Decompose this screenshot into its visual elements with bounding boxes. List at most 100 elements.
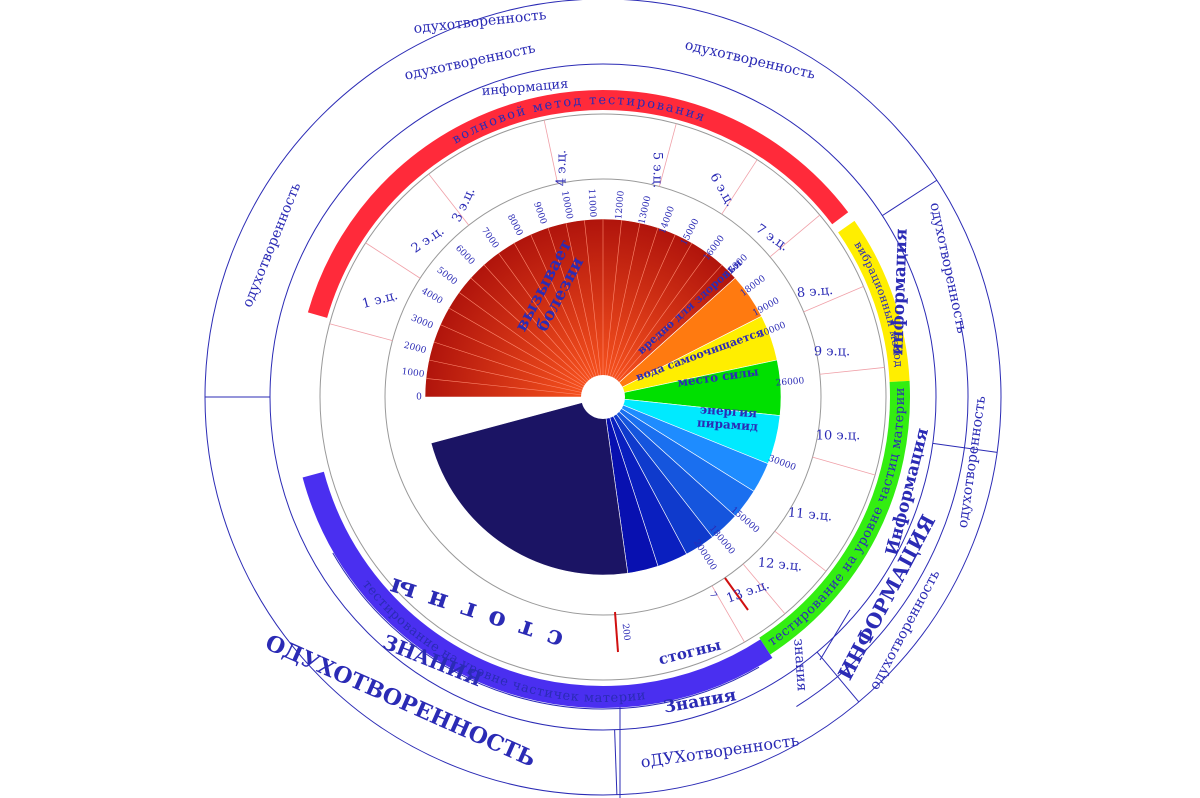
ray (428, 173, 470, 226)
ray (513, 242, 604, 398)
ray (602, 227, 659, 398)
era-label: 6 э.ц. (706, 171, 737, 210)
scale-label: 30000 (767, 454, 798, 473)
divider (819, 609, 851, 661)
ring (332, 552, 760, 710)
ray (448, 307, 604, 398)
era-label: 10 э.ц. (816, 429, 861, 444)
scale-label: 1000 (401, 367, 425, 380)
era-label: 4 э.ц. (555, 150, 570, 186)
scale-label: 2000 (403, 341, 428, 357)
ray (425, 378, 604, 398)
scale-label: 11000 (586, 188, 598, 217)
era-label: 9 э.ц. (814, 345, 850, 360)
scale-label: 12000 (614, 190, 627, 220)
ring (319, 113, 887, 681)
band-label-path: волновой метод тестирования (450, 92, 707, 147)
ray (819, 367, 885, 375)
divider (614, 729, 618, 795)
ray (498, 252, 604, 398)
era-label: 13 э.ц. (724, 577, 771, 606)
outer-label: одухотворенность (240, 180, 305, 310)
scale-label: 200 (620, 623, 632, 641)
ray (483, 264, 604, 398)
ray (428, 359, 604, 398)
ring (384, 178, 822, 616)
ray (365, 242, 421, 279)
scale-label: 13000 (637, 195, 653, 225)
ray (602, 222, 641, 398)
divider (882, 179, 938, 217)
ray (584, 219, 604, 398)
ray (742, 563, 786, 615)
scale-label: 6000 (453, 244, 476, 268)
center-hole (581, 375, 625, 419)
scale-label: 7 (707, 590, 719, 600)
era-label: 3 э.ц. (450, 185, 479, 224)
marker (724, 577, 749, 611)
ray (433, 341, 604, 398)
outer-label: одухотворенность (683, 37, 817, 83)
band (302, 471, 773, 708)
ray (602, 252, 708, 398)
ray (470, 277, 604, 398)
ray (602, 234, 676, 398)
ray (769, 214, 821, 258)
scale-label: 14000 (658, 205, 677, 236)
era-label: 2 э.ц. (409, 223, 447, 256)
ray (602, 219, 622, 398)
band-label: волновой метод тестирования (450, 92, 709, 147)
scale-label: 10000 (559, 190, 574, 220)
era-label: 8 э.ц. (796, 283, 833, 301)
outer-label: знания (790, 638, 810, 692)
ray (774, 530, 827, 572)
ray (602, 242, 693, 398)
ray (812, 456, 876, 476)
scale-label: 19000 (751, 296, 781, 319)
scale-label: 15000 (679, 217, 701, 247)
ray (659, 123, 677, 187)
ray (721, 159, 758, 215)
era-label: 5 э.ц. (650, 152, 665, 188)
scale-label: 5000 (435, 265, 459, 287)
outer-label: одухотворенность (955, 395, 989, 530)
ray (602, 264, 723, 398)
ray (803, 286, 864, 313)
stogny-label: стогны (657, 636, 723, 669)
ray (458, 292, 604, 398)
ray (711, 585, 745, 643)
ray (543, 120, 559, 184)
scale-label: 7000 (479, 226, 501, 251)
scale-label: 9000 (531, 201, 548, 226)
scale-label: 0 (416, 393, 422, 403)
ray (565, 222, 604, 398)
scale-label: 3000 (409, 313, 434, 331)
era-label: 11 э.ц. (787, 506, 833, 525)
scale-label: 8000 (505, 213, 524, 238)
era-label: 1 э.ц. (361, 288, 400, 312)
era-label: 7 э.ц. (753, 221, 791, 254)
scale-label: 150000 (728, 505, 761, 535)
ring (796, 321, 969, 707)
scale-label: 4000 (419, 286, 444, 306)
ray (329, 323, 393, 341)
segment-label: энергияпирамид (697, 402, 760, 433)
marker (614, 611, 619, 653)
segment-label-line: пирамид (697, 415, 759, 433)
outer-label: одухотворенность (403, 40, 537, 83)
band (307, 90, 849, 318)
era-label: 12 э.ц. (757, 556, 803, 575)
pie-segment (430, 396, 629, 576)
outer-label: оДУХотворенность (639, 730, 800, 771)
ray (440, 324, 604, 398)
ray (530, 234, 604, 398)
scale-label: 26000 (775, 376, 805, 388)
outer-label: одухотворенность (926, 201, 969, 335)
band (838, 220, 910, 383)
band (759, 380, 910, 655)
outer-label: одухотворенность (413, 7, 548, 37)
segment-label-line: энергия (699, 402, 757, 420)
ray (547, 227, 604, 398)
scale-label: 18000 (739, 274, 768, 299)
